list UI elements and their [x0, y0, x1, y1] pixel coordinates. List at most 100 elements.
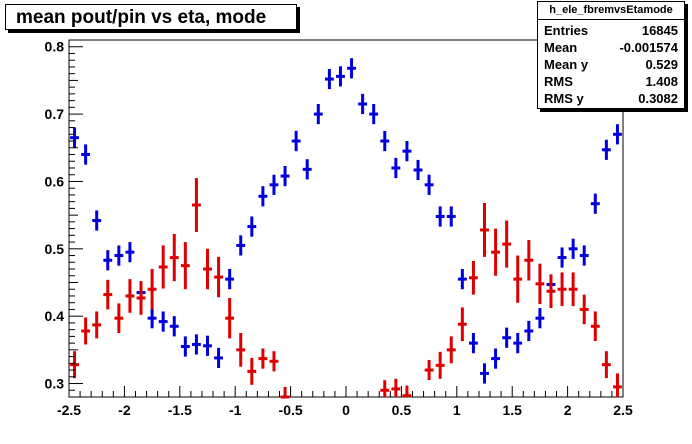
x-tick-label: 1 [453, 402, 461, 418]
x-tick-label: 2.5 [613, 402, 633, 418]
data-point [247, 357, 257, 385]
data-point [502, 220, 512, 268]
data-point [81, 144, 91, 165]
data-point [169, 233, 179, 282]
data-point [590, 193, 600, 214]
data-point [568, 272, 578, 307]
data-point [236, 235, 246, 256]
data-point [568, 238, 578, 259]
data-point [613, 373, 622, 397]
data-point [203, 335, 212, 356]
data-point [136, 281, 146, 315]
data-point [468, 333, 478, 354]
data-point [180, 242, 190, 290]
data-point [180, 336, 190, 357]
data-point [158, 311, 168, 332]
data-point [358, 93, 368, 115]
series-0 [70, 58, 622, 384]
data-point [291, 130, 301, 152]
data-point [258, 186, 268, 207]
data-point [502, 327, 512, 348]
x-tick-label: 2 [564, 402, 572, 418]
data-point [92, 210, 102, 231]
data-point [601, 351, 611, 379]
data-point [114, 245, 124, 266]
x-tick-label: -0.5 [279, 402, 303, 418]
x-tick-label: -1 [229, 402, 242, 418]
data-point [258, 348, 268, 369]
data-point [524, 320, 534, 342]
data-point [446, 206, 456, 227]
data-point [524, 240, 534, 281]
stats-label: Mean y [544, 57, 589, 72]
stats-row-entries: Entries 16845 [544, 22, 678, 40]
stats-histogram-name: h_ele_fbremvsEtamode [538, 2, 684, 20]
data-point [70, 127, 79, 148]
data-point [191, 334, 201, 355]
data-point [402, 385, 412, 398]
data-point [402, 141, 412, 162]
stats-row-mean-y: Mean y 0.529 [544, 56, 678, 74]
data-point [480, 363, 489, 384]
data-point [280, 165, 290, 187]
y-tick-label: 0.5 [45, 241, 65, 257]
axes: -2.5 -2 -1.5 -1 -0.5 0 0.5 1 1.5 2 2.5 0.3 0.4 0.5 0.6… [45, 39, 633, 418]
data-point [369, 103, 379, 125]
data-point [302, 159, 312, 180]
data-point [324, 68, 334, 90]
data-point [457, 269, 467, 290]
data-point [535, 263, 545, 305]
x-tick-label: -1.5 [168, 402, 192, 418]
data-point [191, 178, 201, 232]
data-point [579, 245, 589, 266]
data-point [491, 348, 501, 369]
data-point [269, 351, 279, 372]
y-tick-label: 0.7 [45, 106, 65, 122]
data-point [70, 351, 79, 379]
data-point [601, 139, 611, 160]
data-point [347, 58, 356, 79]
data-point [613, 124, 622, 145]
data-point [114, 303, 124, 334]
stats-box: h_ele_fbremvsEtamode Entries 16845 Mean … [537, 1, 685, 109]
data-point [391, 157, 401, 179]
stats-row-rms-y: RMS y 0.3082 [544, 90, 678, 108]
data-point [513, 333, 523, 354]
data-point [480, 203, 489, 257]
stats-row-rms: RMS 1.408 [544, 73, 678, 91]
data-point [513, 255, 523, 303]
data-point [158, 245, 168, 289]
stats-value: 16845 [641, 23, 678, 38]
stats-value: 1.408 [645, 74, 678, 89]
data-point [446, 336, 456, 364]
stats-row-mean: Mean -0.001574 [544, 39, 678, 57]
data-point [457, 307, 467, 342]
data-marks [70, 58, 622, 399]
data-point [225, 269, 235, 290]
stats-label: Entries [544, 23, 589, 38]
x-tick-label: 0.5 [392, 402, 412, 418]
y-tick-label: 0.4 [45, 308, 65, 324]
data-point [380, 130, 390, 152]
x-tick-label: -2.5 [57, 402, 81, 418]
data-point [590, 311, 600, 342]
data-point [313, 103, 323, 125]
data-point [103, 279, 113, 310]
data-point [413, 159, 423, 181]
data-point [147, 308, 157, 329]
data-point [579, 294, 589, 325]
data-point [103, 250, 113, 271]
stats-value: 0.529 [645, 57, 678, 72]
data-point [491, 228, 501, 276]
x-tick-label: 0 [342, 402, 350, 418]
data-point [169, 316, 179, 337]
data-point [535, 308, 545, 329]
x-tick-label: -2 [118, 402, 131, 418]
y-tick-label: 0.8 [45, 39, 65, 55]
data-point [468, 260, 478, 295]
data-point [557, 247, 567, 268]
data-point [247, 216, 257, 237]
data-point [225, 297, 235, 339]
data-point [435, 206, 445, 227]
